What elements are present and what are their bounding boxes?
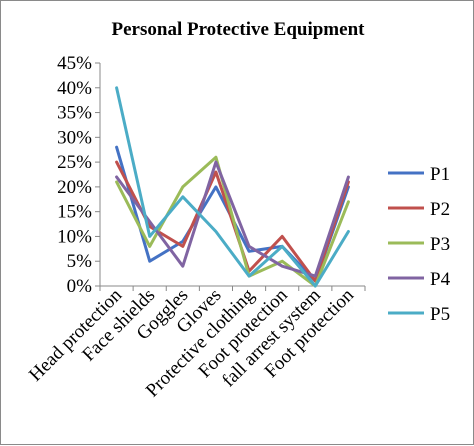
y-tick-label: 25% bbox=[57, 152, 92, 173]
legend-label: P4 bbox=[430, 269, 451, 290]
y-tick-label: 45% bbox=[57, 53, 92, 74]
legend-label: P5 bbox=[430, 304, 450, 325]
y-tick-label: 40% bbox=[57, 78, 92, 99]
series-lines bbox=[115, 86, 350, 288]
y-tick-label: 0% bbox=[67, 276, 93, 297]
y-tick-label: 15% bbox=[57, 202, 92, 223]
legend: P1 P2 P3 P4 P5 bbox=[388, 164, 451, 325]
y-tick-label: 10% bbox=[57, 226, 92, 247]
axes bbox=[95, 62, 366, 291]
y-tick-label: 35% bbox=[57, 103, 92, 124]
y-tick-label: 5% bbox=[67, 251, 93, 272]
y-tick-label: 30% bbox=[57, 127, 92, 148]
y-tick-label: 20% bbox=[57, 177, 92, 198]
series-line-p3 bbox=[115, 155, 350, 288]
legend-label: P2 bbox=[430, 199, 450, 220]
legend-label: P1 bbox=[430, 164, 450, 185]
legend-label: P3 bbox=[430, 234, 450, 255]
chart-title: Personal Protective Equipment bbox=[112, 19, 366, 40]
series-line-p5 bbox=[115, 86, 350, 288]
y-axis-ticks: 0% 5% 10% 15% 20% 25% 30% 35% 40% 45% bbox=[57, 53, 92, 297]
